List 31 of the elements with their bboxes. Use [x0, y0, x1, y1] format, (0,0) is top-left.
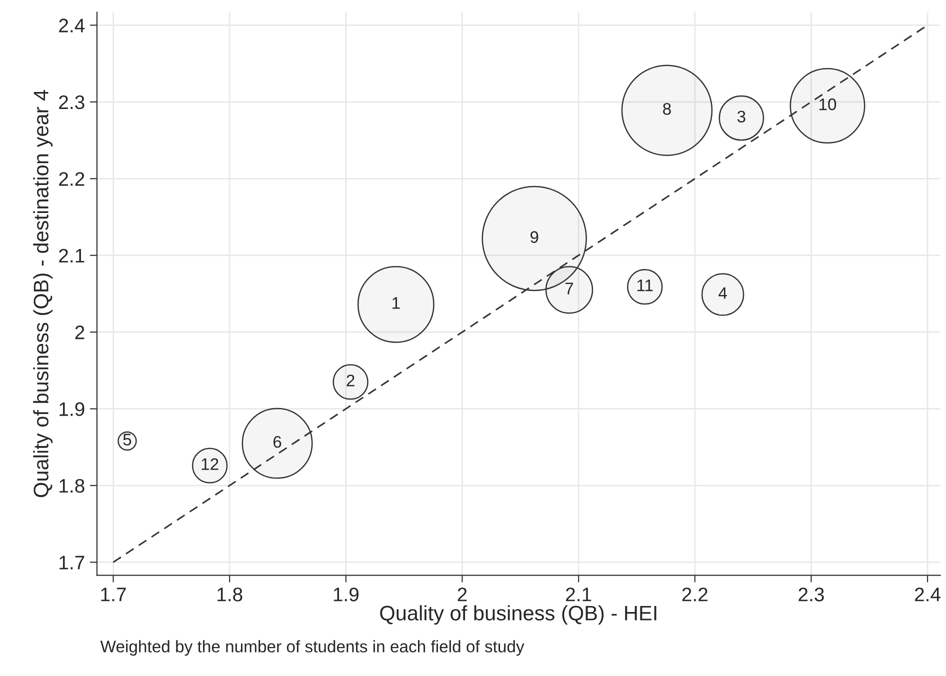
y-tick-label: 1.7: [60, 556, 84, 570]
x-tick-label: 2: [458, 588, 467, 602]
annotation: 11: [637, 280, 653, 292]
annotation: 4: [718, 287, 727, 299]
x-tick-label: 2.4: [914, 588, 940, 602]
x-tick-label: 2.2: [682, 588, 708, 602]
y-axis-title: Quality of business (QB) - destination year 4: [33, 90, 53, 498]
y-tick-label: 2.3: [59, 95, 84, 110]
y-tick-label: 2.1: [59, 248, 84, 262]
y-tick-label: 2: [75, 326, 84, 340]
annotation: 9: [530, 231, 538, 243]
x-tick-label: 1.8: [218, 588, 242, 602]
text: Weighted by the number of students in each field of study: [100, 640, 524, 656]
x-tick-label: 1.9: [334, 588, 358, 602]
x-tick-label: 2.3: [798, 588, 824, 602]
annotation: 8: [663, 103, 671, 115]
x-axis-title: Quality of business (QB) - HEI: [380, 605, 656, 625]
y-tick-label: 2.4: [59, 18, 85, 32]
annotation: 5: [123, 434, 132, 446]
annotation: 3: [737, 110, 746, 123]
x-tick-label: 2.1: [566, 588, 592, 602]
annotation: 1: [392, 297, 400, 309]
annotation: 12: [202, 458, 218, 470]
annotation: 10: [819, 98, 836, 110]
annotation: 2: [346, 374, 354, 386]
y-tick-label: 1.9: [60, 402, 84, 416]
y-tick-label: 2.2: [59, 172, 84, 186]
y-tick-label: 1.8: [60, 478, 84, 493]
x-tick-label: 1.7: [101, 588, 126, 602]
annotation: 7: [565, 282, 574, 294]
annotation: 6: [273, 436, 282, 448]
